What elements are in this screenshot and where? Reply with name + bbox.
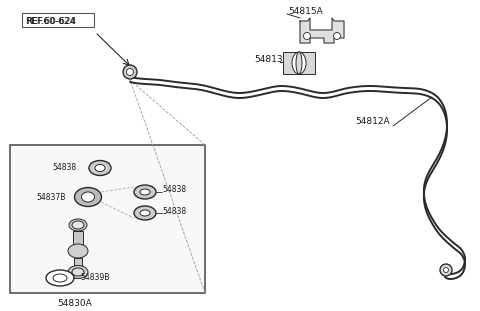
Ellipse shape: [134, 206, 156, 220]
Circle shape: [334, 33, 340, 39]
Text: 54813: 54813: [254, 55, 283, 64]
Circle shape: [440, 264, 452, 276]
Ellipse shape: [68, 244, 88, 258]
Ellipse shape: [89, 160, 111, 175]
Ellipse shape: [72, 268, 84, 276]
Ellipse shape: [82, 192, 95, 202]
Ellipse shape: [46, 270, 74, 286]
Ellipse shape: [68, 266, 88, 278]
Text: 54839B: 54839B: [80, 273, 109, 282]
Ellipse shape: [74, 188, 101, 207]
Text: REF.60-624: REF.60-624: [26, 17, 76, 26]
Ellipse shape: [72, 221, 84, 229]
Circle shape: [123, 65, 137, 79]
Text: 54812A: 54812A: [355, 118, 390, 127]
Ellipse shape: [140, 189, 150, 195]
Bar: [10, 145, 205, 293]
Circle shape: [444, 267, 448, 272]
Bar: [283, 52, 315, 74]
Text: 54838: 54838: [162, 207, 186, 216]
Ellipse shape: [296, 52, 302, 74]
Text: 54838: 54838: [162, 185, 186, 194]
Text: 54830A: 54830A: [58, 299, 92, 308]
Text: 54815A: 54815A: [288, 7, 323, 16]
Ellipse shape: [292, 52, 306, 74]
Text: 54838: 54838: [52, 164, 76, 173]
Circle shape: [127, 68, 133, 76]
Ellipse shape: [134, 185, 156, 199]
Polygon shape: [300, 18, 344, 43]
Ellipse shape: [95, 165, 105, 171]
Circle shape: [303, 33, 311, 39]
Ellipse shape: [69, 219, 87, 231]
Ellipse shape: [140, 210, 150, 216]
Ellipse shape: [53, 274, 67, 282]
Text: 54837B: 54837B: [36, 193, 65, 202]
Bar: [73, 231, 83, 245]
Bar: [74, 258, 82, 268]
Text: REF.60-624: REF.60-624: [25, 17, 75, 26]
Bar: [22, 13, 94, 27]
